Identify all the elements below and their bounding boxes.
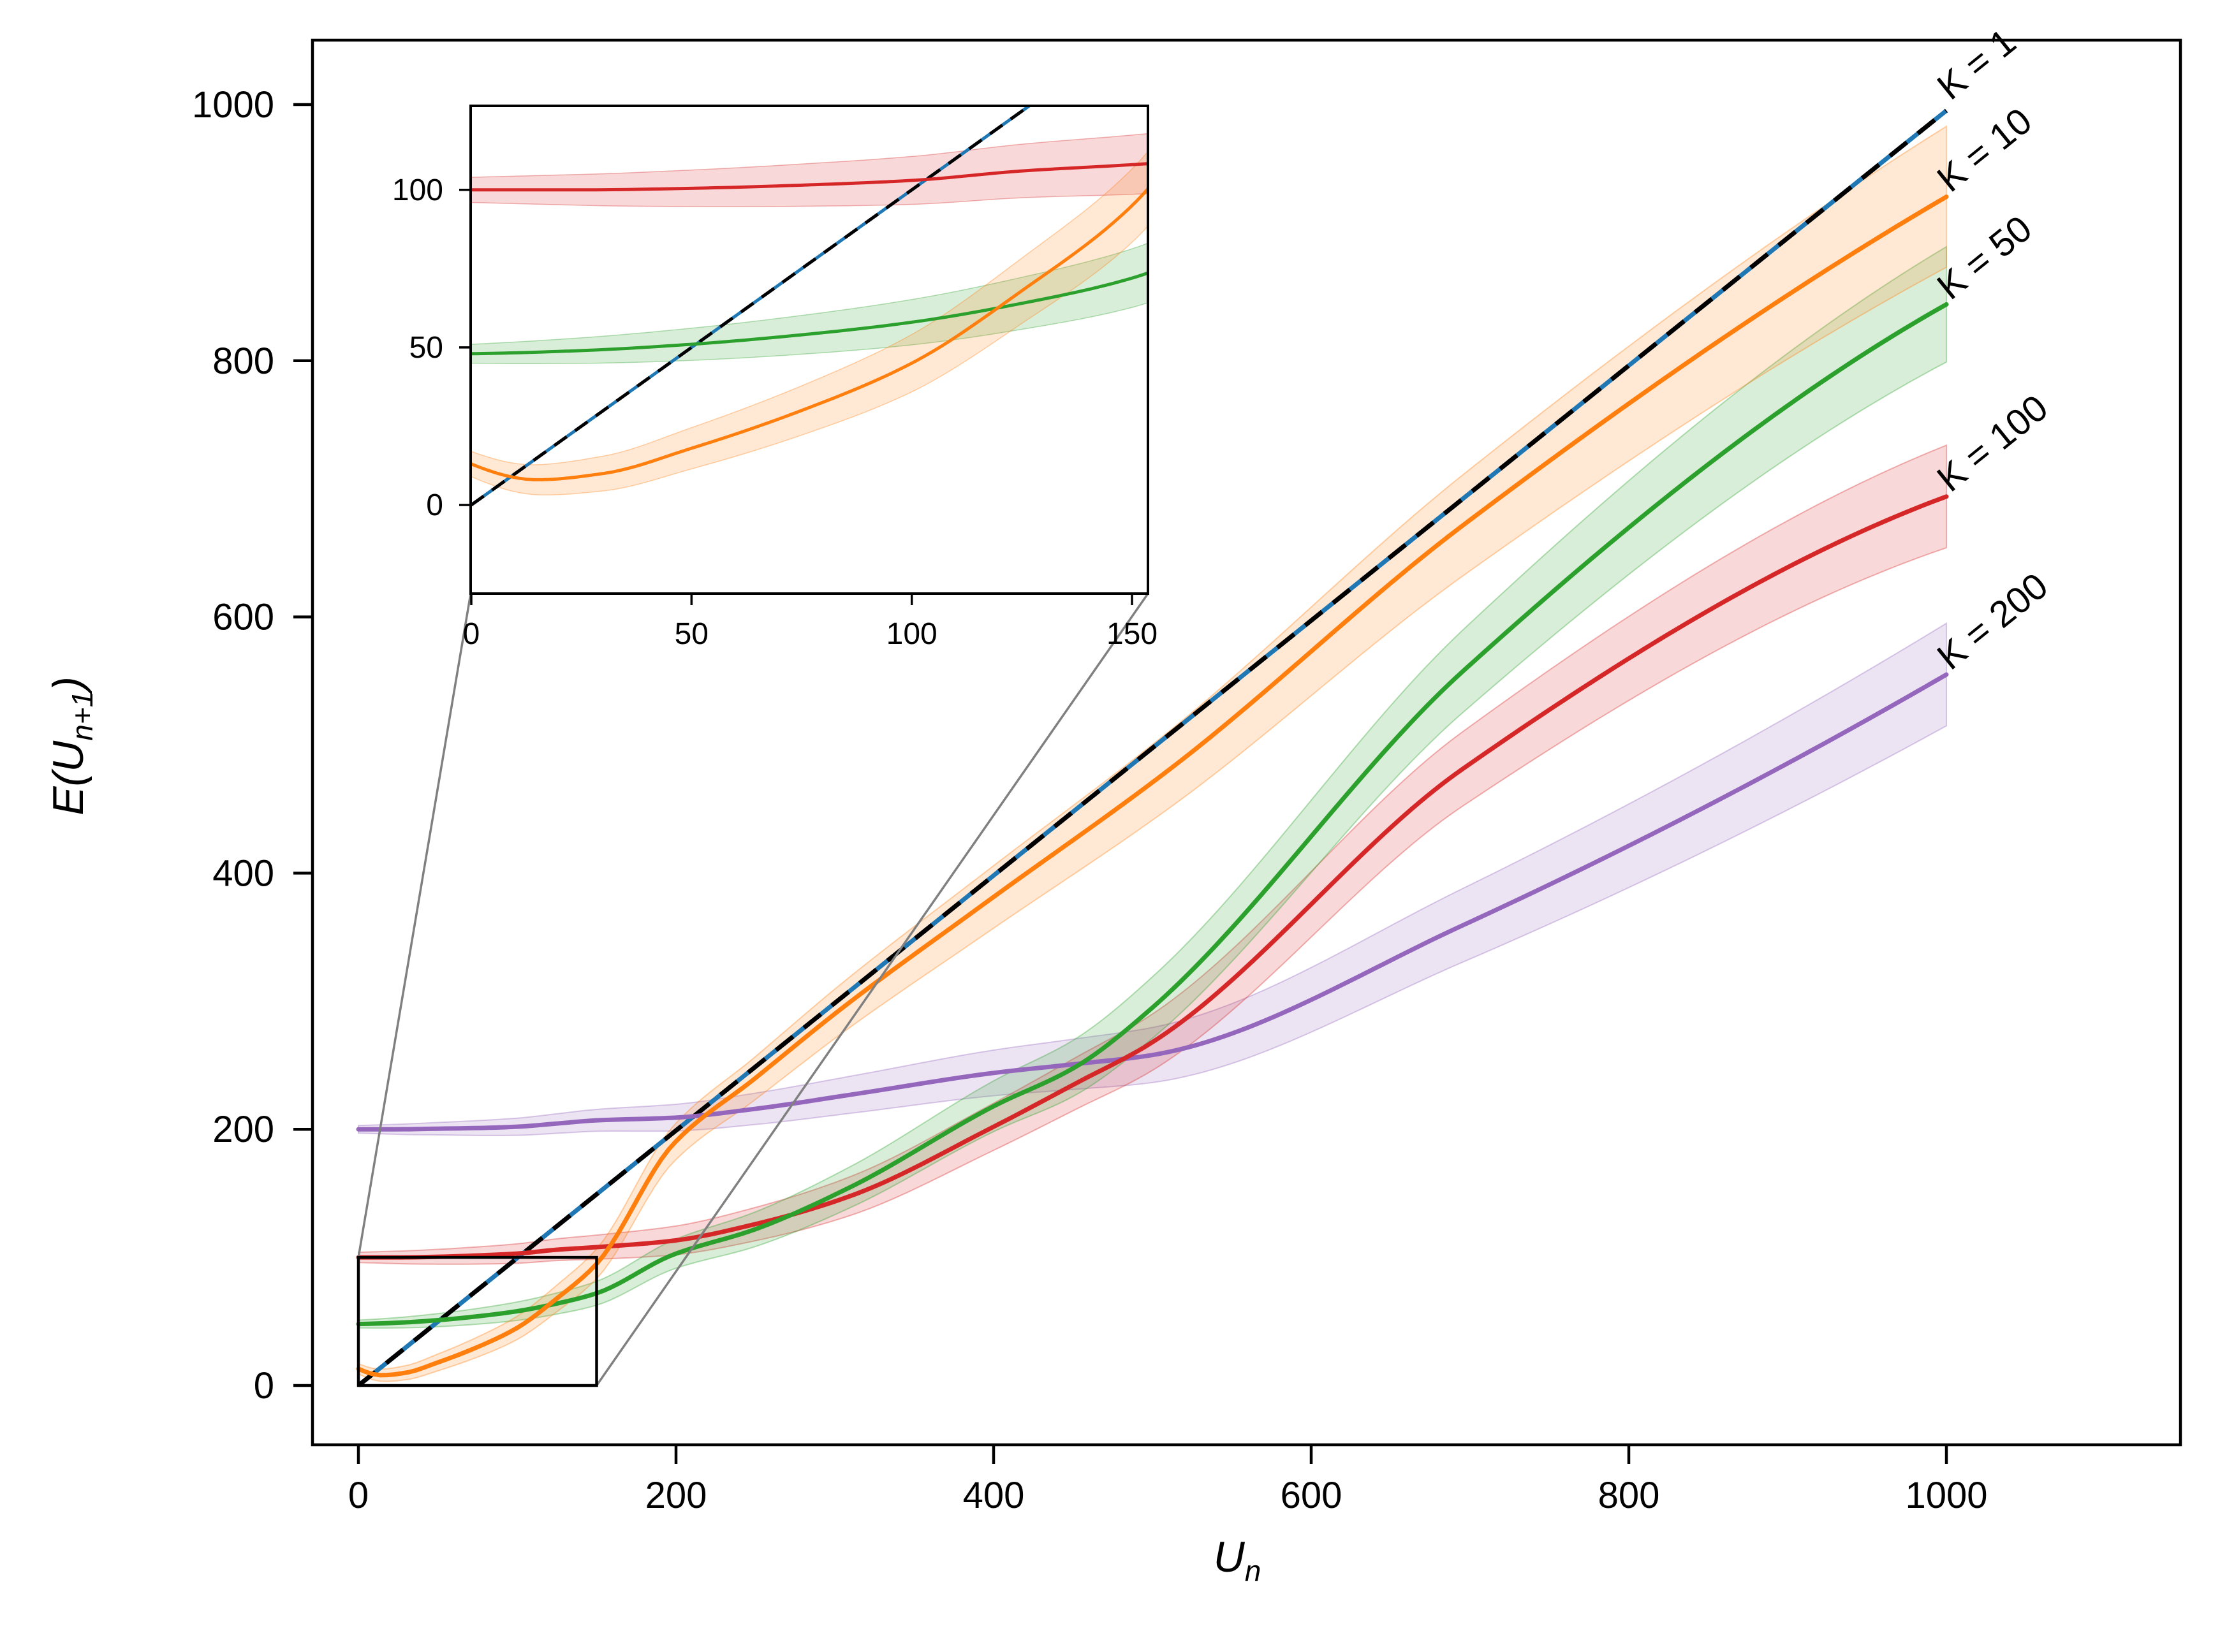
svg-text:200: 200: [212, 1109, 274, 1150]
svg-text:50: 50: [675, 617, 709, 651]
svg-text:0: 0: [254, 1365, 274, 1407]
svg-text:1000: 1000: [192, 84, 274, 126]
svg-text:200: 200: [645, 1475, 707, 1516]
svg-text:400: 400: [963, 1475, 1025, 1516]
svg-text:800: 800: [1598, 1475, 1660, 1516]
svg-text:0: 0: [426, 488, 443, 522]
svg-text:50: 50: [409, 331, 443, 365]
svg-text:100: 100: [392, 173, 443, 207]
svg-text:600: 600: [1281, 1475, 1342, 1516]
svg-text:0: 0: [463, 617, 480, 651]
svg-text:400: 400: [212, 852, 274, 894]
svg-text:1000: 1000: [1905, 1475, 1987, 1516]
svg-text:600: 600: [212, 597, 274, 638]
svg-text:150: 150: [1106, 617, 1158, 651]
svg-text:0: 0: [348, 1475, 369, 1516]
svg-text:100: 100: [886, 617, 937, 651]
svg-text:800: 800: [212, 340, 274, 382]
